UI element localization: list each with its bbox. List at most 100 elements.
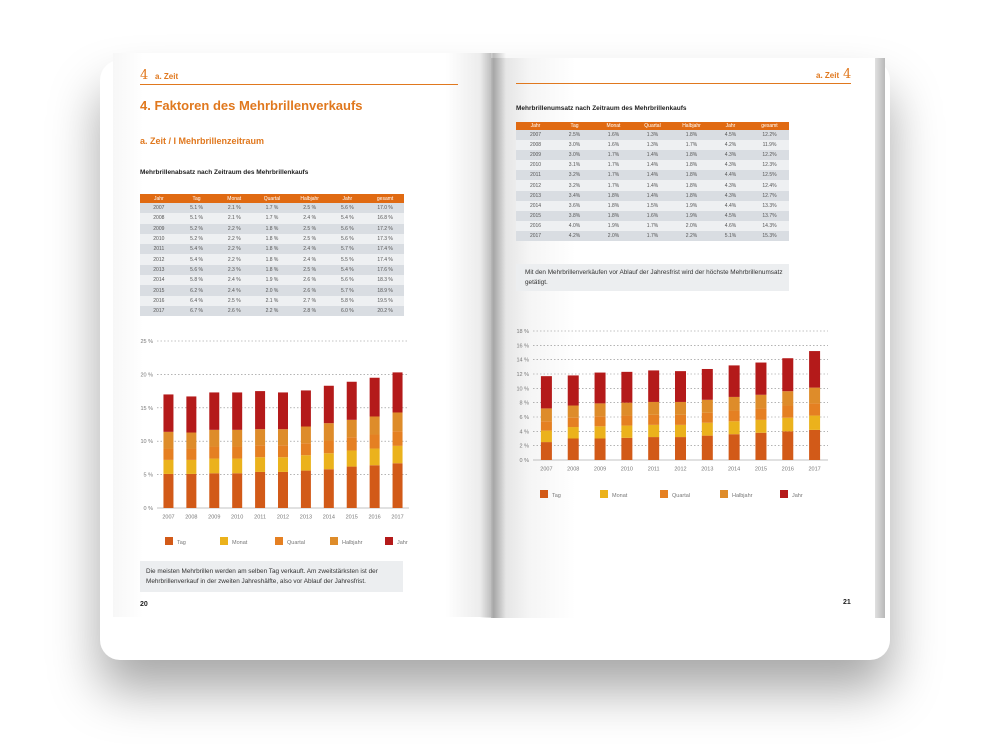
bar-segment-monat-2007 bbox=[163, 459, 174, 474]
y-tick-label: 8 % bbox=[520, 401, 530, 407]
bar-segment-halbjahr-2010 bbox=[232, 429, 243, 447]
legend-swatch-tag bbox=[165, 537, 173, 545]
bar-segment-monat-2011 bbox=[255, 457, 266, 472]
bar-segment-halbjahr-2016 bbox=[782, 391, 794, 406]
bar-segment-quartal-2012 bbox=[278, 445, 288, 458]
y-tick-label: 18 % bbox=[516, 329, 529, 335]
table-cell: 3.2% bbox=[555, 170, 594, 181]
bar-segment-halbjahr-2015 bbox=[346, 419, 357, 438]
table-cell: 5.2 % bbox=[177, 233, 216, 245]
table-cell: 1.8% bbox=[672, 190, 711, 201]
y-tick-label: 16 % bbox=[516, 343, 529, 349]
x-tick-label: 2007 bbox=[540, 467, 552, 473]
table-cell: 2016 bbox=[140, 295, 178, 306]
table-cell: 2.5 % bbox=[290, 264, 329, 276]
table-row: 2016 4.0% 1.9% 1.7% 2.0% 4.6% 14.3% bbox=[516, 220, 789, 231]
bar-segment-monat-2015 bbox=[755, 419, 767, 433]
bar-segment-halbjahr-2008 bbox=[186, 432, 197, 449]
table-row: 2012 5.4 % 2.2 % 1.8 % 2.4 % 5.5 % 17.4 % bbox=[140, 254, 404, 265]
x-tick-label: 2011 bbox=[648, 467, 660, 473]
legend-swatch-tag bbox=[540, 490, 548, 498]
table-cell: 2.6 % bbox=[290, 285, 329, 296]
table-cell: 17.0 % bbox=[366, 203, 404, 214]
bar-segment-monat-2008 bbox=[567, 427, 579, 439]
table-header-cell: Tag bbox=[177, 194, 216, 203]
bar-segment-quartal-2016 bbox=[782, 405, 794, 418]
table-cell: 1.8% bbox=[594, 190, 633, 201]
table-cell: 1.8% bbox=[672, 160, 711, 171]
table-header-cell: Quartal bbox=[633, 122, 672, 130]
bar-segment-halbjahr-2012 bbox=[278, 429, 288, 446]
table-cell: 2.8 % bbox=[290, 305, 329, 317]
table-cell: 3.1% bbox=[555, 160, 594, 171]
table-cell: 1.8% bbox=[672, 170, 711, 181]
table-row: 2015 6.2 % 2.4 % 2.0 % 2.6 % 5.7 % 18.9 % bbox=[140, 285, 404, 296]
bar-segment-quartal-2012 bbox=[675, 414, 686, 425]
bar-segment-tag-2017 bbox=[392, 463, 403, 508]
legend-label-halbjahr: Halbjahr bbox=[732, 493, 753, 499]
bar-segment-halbjahr-2011 bbox=[255, 429, 266, 446]
bar-segment-quartal-2017 bbox=[392, 431, 403, 446]
bar-segment-monat-2010 bbox=[232, 458, 243, 474]
table-cell: 2.5 % bbox=[215, 295, 254, 306]
table-cell: 5.4 % bbox=[328, 213, 367, 224]
bar-segment-halbjahr-2014 bbox=[728, 396, 740, 411]
table-cell: 3.4% bbox=[555, 190, 594, 201]
legend-swatch-jahr bbox=[780, 490, 788, 498]
table-cell: 2007 bbox=[140, 203, 178, 214]
table-cell: 5.2 % bbox=[177, 223, 216, 234]
table-header-cell: Halbjahr bbox=[290, 194, 329, 203]
table-cell: 5.4 % bbox=[328, 264, 367, 276]
table-cell: 1.8% bbox=[594, 200, 633, 211]
left-page-number: 20 bbox=[140, 601, 148, 608]
bar-segment-quartal-2013 bbox=[701, 412, 713, 423]
table-cell: 3.6% bbox=[555, 200, 594, 211]
table-row: 2011 3.2% 1.7% 1.4% 1.8% 4.4% 12.5% bbox=[516, 170, 789, 181]
table-cell: 4.6% bbox=[711, 220, 750, 231]
table-cell: 1.8 % bbox=[253, 244, 291, 255]
table-row: 2013 3.4% 1.8% 1.4% 1.8% 4.3% 12.7% bbox=[516, 190, 789, 201]
table-header-cell: Jahr bbox=[140, 194, 178, 203]
table-cell: 17.4 % bbox=[366, 244, 404, 255]
bar-segment-tag-2014 bbox=[728, 434, 740, 460]
right-header-rule bbox=[516, 83, 851, 84]
bar-segment-quartal-2015 bbox=[346, 437, 357, 451]
table-cell: 2009 bbox=[516, 150, 555, 161]
table-row: 2007 5.1 % 2.1 % 1.7 % 2.5 % 5.6 % 17.0 % bbox=[140, 203, 404, 214]
table-header-cell: Halbjahr bbox=[672, 122, 711, 130]
table-cell: 5.5 % bbox=[328, 254, 367, 265]
bar-segment-tag-2015 bbox=[755, 432, 767, 460]
bar-segment-jahr-2017 bbox=[809, 351, 821, 388]
table-cell: 5.1 % bbox=[177, 213, 216, 224]
y-tick-label: 25 % bbox=[140, 339, 153, 345]
table-row: 2011 5.4 % 2.2 % 1.8 % 2.4 % 5.7 % 17.4 % bbox=[140, 244, 404, 255]
table-cell: 6.4 % bbox=[177, 295, 216, 306]
bar-segment-monat-2012 bbox=[675, 424, 686, 438]
table-cell: 2.2 % bbox=[215, 233, 254, 245]
bar-segment-quartal-2016 bbox=[369, 434, 380, 449]
bar-segment-monat-2014 bbox=[323, 453, 334, 470]
table-row: 2016 6.4 % 2.5 % 2.1 % 2.7 % 5.8 % 19.5 % bbox=[140, 295, 404, 306]
table-cell: 1.5% bbox=[633, 200, 672, 211]
table-cell: 5.1% bbox=[711, 230, 750, 242]
bar-segment-jahr-2012 bbox=[675, 371, 686, 402]
right-stacked-bar-chart: 0 % 2 % 4 % 6 % 8 % 10 % 12 % 14 % 16 % 18 % 2007 2… bbox=[516, 329, 828, 499]
table-cell: 12.4% bbox=[750, 180, 789, 191]
table-cell: 2.1 % bbox=[215, 203, 254, 214]
x-tick-label: 2008 bbox=[567, 467, 579, 473]
right-table-title: Mehrbrillenumsatz nach Zeitraum des Mehr… bbox=[516, 105, 687, 112]
bar-segment-jahr-2008 bbox=[567, 375, 579, 406]
x-tick-label: 2015 bbox=[346, 515, 358, 521]
table-cell: 2.4 % bbox=[215, 275, 254, 286]
table-cell: 20.2 % bbox=[366, 305, 404, 317]
bar-segment-quartal-2011 bbox=[255, 445, 266, 458]
table-cell: 2.4 % bbox=[290, 254, 329, 265]
x-tick-label: 2007 bbox=[162, 515, 174, 521]
table-cell: 5.7 % bbox=[328, 244, 367, 255]
bar-segment-jahr-2015 bbox=[755, 362, 767, 395]
table-cell: 2014 bbox=[516, 200, 555, 211]
y-tick-label: 10 % bbox=[516, 386, 529, 392]
table-cell: 1.3% bbox=[633, 140, 672, 151]
table-cell: 2012 bbox=[140, 254, 178, 265]
right-data-table: Jahr Tag Monat Quartal Halbjahr Jahr gesamt 20… bbox=[516, 122, 789, 242]
